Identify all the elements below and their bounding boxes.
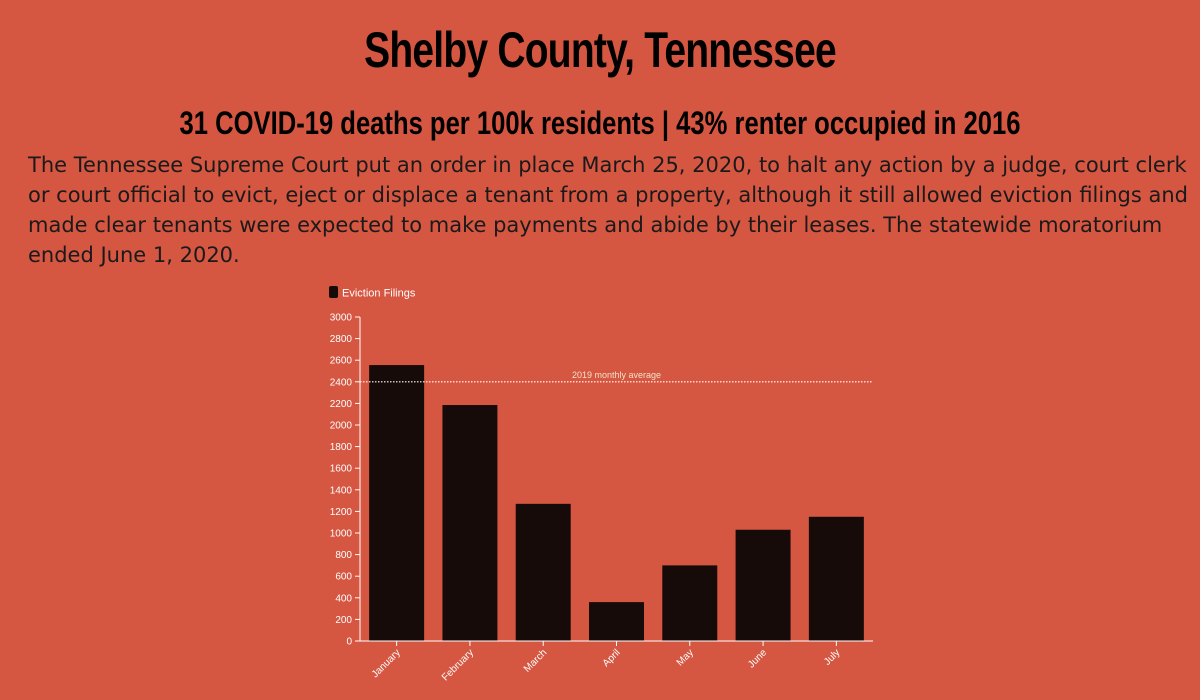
bar-july bbox=[808, 516, 864, 641]
y-tick-label: 800 bbox=[335, 550, 352, 561]
bar-june bbox=[735, 529, 791, 641]
y-tick-label: 1800 bbox=[330, 442, 353, 453]
bar-march bbox=[515, 503, 571, 641]
y-tick-label: 2400 bbox=[330, 377, 353, 388]
page-subtitle: 31 COVID-19 deaths per 100k residents | … bbox=[179, 105, 1021, 141]
y-tick-label: 200 bbox=[335, 615, 352, 626]
x-tick-label: March bbox=[522, 647, 549, 674]
bar-january bbox=[369, 365, 425, 641]
y-tick-label: 0 bbox=[346, 637, 352, 648]
bar-april bbox=[589, 602, 644, 641]
x-tick-label: April bbox=[601, 647, 623, 669]
y-tick-label: 1400 bbox=[330, 485, 353, 496]
x-tick-label: June bbox=[746, 647, 769, 670]
description-text: The Tennessee Supreme Court put an order… bbox=[28, 153, 1188, 267]
legend-label: Eviction Filings bbox=[342, 288, 416, 300]
y-tick-label: 1200 bbox=[330, 507, 353, 518]
y-tick-label: 3000 bbox=[330, 313, 353, 324]
y-tick-label: 400 bbox=[335, 593, 352, 604]
reference-line-group: 2019 monthly average bbox=[360, 370, 873, 383]
bars-group bbox=[369, 365, 864, 641]
y-tick-label: 1000 bbox=[330, 529, 353, 540]
chart-legend: Eviction Filings bbox=[329, 286, 416, 300]
y-tick-label: 1600 bbox=[330, 464, 353, 475]
x-tick-label: February bbox=[440, 647, 476, 683]
x-axis: January February March April May June July bbox=[360, 640, 873, 683]
x-tick-label: July bbox=[822, 647, 842, 667]
y-axis: 0 200 400 600 800 1000 1200 1400 1600 1800 2000 220… bbox=[330, 313, 361, 648]
y-tick-label: 600 bbox=[335, 572, 352, 583]
x-tick-label: May bbox=[675, 647, 696, 668]
y-tick-label: 2600 bbox=[330, 356, 353, 367]
bar-may bbox=[662, 565, 718, 641]
page-title: Shelby County, Tennessee bbox=[364, 22, 837, 78]
legend-swatch bbox=[329, 286, 338, 298]
bar-february bbox=[442, 405, 498, 641]
y-tick-label: 2000 bbox=[330, 421, 353, 432]
y-tick-label: 2200 bbox=[330, 399, 353, 410]
y-tick-label: 2800 bbox=[330, 334, 353, 345]
average-line-label: 2019 monthly average bbox=[572, 370, 661, 380]
x-tick-label: January bbox=[370, 647, 403, 680]
